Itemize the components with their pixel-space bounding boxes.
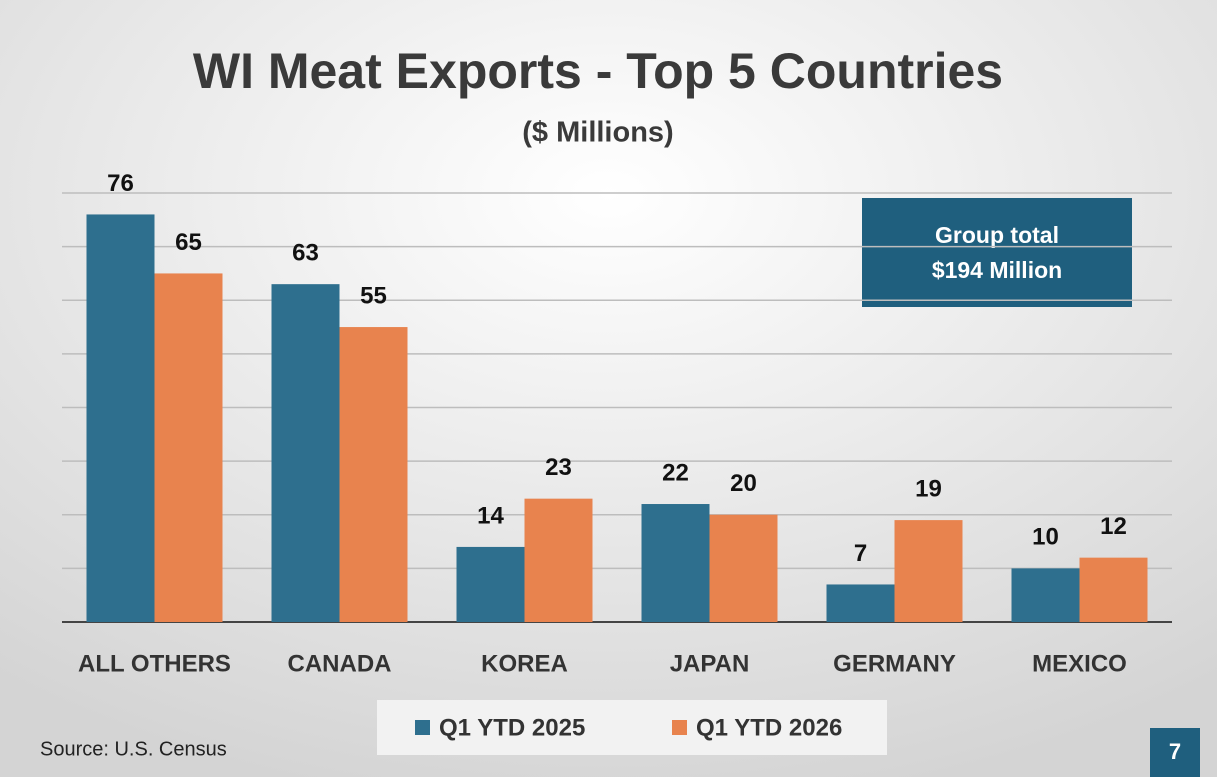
legend-swatch bbox=[415, 720, 430, 735]
bar bbox=[1011, 568, 1080, 622]
x-tick-label: ALL OTHERS bbox=[78, 650, 231, 677]
annotation: $194 Million bbox=[932, 257, 1062, 283]
bar bbox=[826, 584, 895, 622]
data-label: 22 bbox=[662, 459, 689, 486]
bar bbox=[524, 498, 593, 622]
bar bbox=[154, 273, 223, 622]
bar bbox=[271, 284, 340, 622]
bar bbox=[1079, 557, 1148, 622]
bar bbox=[894, 520, 963, 622]
bar bbox=[709, 514, 778, 622]
bar bbox=[339, 327, 408, 622]
page-number-box bbox=[1150, 728, 1200, 777]
source: Source: U.S. Census bbox=[40, 738, 227, 760]
chart-title: WI Meat Exports - Top 5 Countries bbox=[193, 43, 1003, 99]
x-tick-label: KOREA bbox=[481, 650, 568, 677]
data-label: 14 bbox=[477, 502, 504, 529]
data-label: 19 bbox=[915, 475, 942, 502]
data-label: 76 bbox=[107, 170, 134, 197]
bar bbox=[86, 214, 155, 622]
annotation-box bbox=[862, 198, 1132, 307]
chart-subtitle: ($ Millions) bbox=[522, 117, 673, 149]
annotation: Group total bbox=[935, 222, 1059, 248]
bar bbox=[641, 504, 710, 622]
x-tick-label: GERMANY bbox=[833, 650, 956, 677]
legend-swatch bbox=[672, 720, 687, 735]
data-label: 63 bbox=[292, 240, 319, 267]
data-label: 55 bbox=[360, 282, 387, 309]
data-label: 10 bbox=[1032, 524, 1059, 551]
data-label: 23 bbox=[545, 454, 572, 481]
legend-label: Q1 YTD 2025 bbox=[439, 714, 585, 741]
data-label: 20 bbox=[730, 470, 757, 497]
x-tick-label: CANADA bbox=[288, 650, 392, 677]
page-number: 7 bbox=[1169, 739, 1181, 764]
data-label: 7 bbox=[854, 540, 867, 567]
data-label: 65 bbox=[175, 229, 202, 256]
legend-box bbox=[377, 700, 887, 755]
x-tick-label: JAPAN bbox=[670, 650, 750, 677]
data-label: 12 bbox=[1100, 513, 1127, 540]
legend-label: Q1 YTD 2026 bbox=[696, 714, 842, 741]
bar bbox=[456, 546, 525, 622]
x-tick-label: MEXICO bbox=[1032, 650, 1127, 677]
